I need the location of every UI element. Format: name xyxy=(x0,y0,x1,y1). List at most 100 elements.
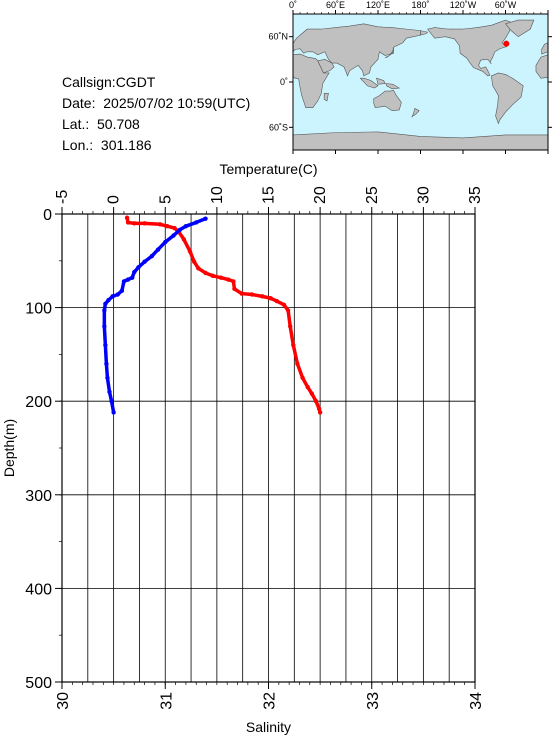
salinity-data-point xyxy=(103,301,108,307)
temperature-data-point xyxy=(232,286,237,292)
map-lat-label: 60˚N xyxy=(268,32,288,42)
temperature-profile-line xyxy=(125,215,322,415)
map-lon-label: 0˚ xyxy=(289,0,297,10)
salinity-data-point xyxy=(121,279,127,284)
map-landmass xyxy=(491,72,524,125)
map-landmass xyxy=(323,93,329,102)
temperature-tick-label: 15 xyxy=(261,186,278,204)
temperature-data-point xyxy=(203,270,208,276)
salinity-data-point xyxy=(171,233,176,238)
map-landmass xyxy=(541,42,549,55)
salinity-axis-title: Salinity xyxy=(246,719,291,735)
map-landmass xyxy=(420,30,429,36)
temperature-data-point xyxy=(187,249,193,254)
temperature-tick-label: 20 xyxy=(312,186,329,204)
station-marker xyxy=(503,40,510,47)
temperature-tick-label: 25 xyxy=(364,186,381,204)
map-lon-label: 120˚W xyxy=(450,0,477,10)
map-landmass xyxy=(385,83,401,90)
temperature-tick-label: 30 xyxy=(415,186,432,204)
salinity-data-point xyxy=(104,361,109,366)
temperature-data-point xyxy=(249,292,255,297)
temperature-data-point xyxy=(125,220,131,225)
temperature-data-point xyxy=(157,222,163,227)
map-landmass xyxy=(373,89,402,112)
salinity-data-point xyxy=(142,259,147,264)
temperature-data-point xyxy=(172,225,177,231)
map-lat-label: 60˚S xyxy=(269,122,288,132)
temperature-data-point xyxy=(300,375,305,380)
salinity-tick-label: 30 xyxy=(55,692,72,710)
salinity-data-point xyxy=(115,292,120,297)
depth-tick-label: 100 xyxy=(25,301,52,318)
temperature-tick-label: 0 xyxy=(106,195,123,204)
temperature-data-point xyxy=(274,298,279,304)
salinity-data-point xyxy=(119,288,125,293)
salinity-data-point xyxy=(125,277,131,282)
depth-tick-label: 400 xyxy=(25,581,52,598)
temperature-data-point xyxy=(285,308,291,313)
salinity-tick-label: 31 xyxy=(158,692,175,710)
world-map: 0˚ 60˚E 120˚E 180˚ 120˚W 60˚W 60˚N 0˚ 60˚S xyxy=(268,0,552,154)
salinity-profile-line xyxy=(102,216,208,415)
salinity-data-point xyxy=(130,275,135,280)
temperature-data-point xyxy=(181,237,187,242)
map-lon-label: 180˚ xyxy=(411,0,429,10)
temperature-data-point xyxy=(309,391,315,396)
map-landmass xyxy=(411,108,420,118)
temperature-data-point xyxy=(295,361,300,366)
map-landmass xyxy=(317,59,335,74)
temperature-data-point xyxy=(124,215,130,220)
salinity-data-point xyxy=(110,294,115,299)
depth-tick-label: 300 xyxy=(25,488,52,505)
temperature-data-point xyxy=(268,296,273,301)
longitude-text: Lon.: 301.186 xyxy=(62,137,152,153)
map-lon-label: 120˚E xyxy=(366,0,390,10)
depth-tick-label: 500 xyxy=(25,675,52,692)
salinity-data-point xyxy=(106,297,111,303)
temperature-data-point xyxy=(132,221,137,226)
temperature-tick-label: -5 xyxy=(54,190,71,204)
salinity-data-point xyxy=(136,265,141,270)
temperature-data-point xyxy=(291,342,296,348)
temperature-data-point xyxy=(317,410,323,415)
temperature-axis-title: Temperature(C) xyxy=(219,161,317,177)
temperature-data-point xyxy=(210,273,215,278)
temperature-tick-label: 5 xyxy=(157,195,174,204)
temperature-data-point xyxy=(196,266,201,271)
temperature-tick-label: 35 xyxy=(467,186,484,204)
temperature-data-point xyxy=(191,259,197,264)
callsign-text: Callsign:CGDT xyxy=(62,74,156,90)
salinity-data-point xyxy=(107,389,112,395)
temperature-data-point xyxy=(260,294,265,299)
map-landmass xyxy=(504,19,535,38)
date-text: Date: 2025/07/02 10:59(UTC) xyxy=(62,95,251,111)
salinity-data-point xyxy=(203,216,208,221)
depth-axis-title: Depth(m) xyxy=(1,419,17,477)
station-info: Callsign:CGDT Date: 2025/07/02 10:59(UTC… xyxy=(62,72,250,156)
latitude-text: Lat.: 50.708 xyxy=(62,116,140,132)
map-landmass xyxy=(359,77,379,89)
salinity-data-point xyxy=(132,269,137,275)
map-landmass xyxy=(292,23,421,77)
map-landmass xyxy=(427,19,513,77)
salinity-data-point xyxy=(105,375,110,380)
salinity-data-point xyxy=(102,308,107,313)
map-landmass xyxy=(292,53,330,108)
salinity-data-point xyxy=(177,227,182,233)
map-landmass xyxy=(384,47,394,59)
salinity-tick-label: 34 xyxy=(468,692,485,710)
temperature-data-point xyxy=(226,277,231,282)
temperature-data-point xyxy=(316,406,322,411)
salinity-tick-label: 33 xyxy=(365,692,382,710)
map-lon-label: 60˚E xyxy=(326,0,345,10)
temperature-data-point xyxy=(287,324,293,329)
depth-tick-label: 0 xyxy=(43,207,52,224)
salinity-data-point xyxy=(111,410,116,415)
salinity-data-point xyxy=(149,253,155,259)
temperature-data-point xyxy=(281,302,287,307)
temperature-data-point xyxy=(218,275,224,280)
temperature-data-point xyxy=(313,399,319,404)
salinity-data-point xyxy=(194,220,199,225)
salinity-data-point xyxy=(183,223,189,229)
